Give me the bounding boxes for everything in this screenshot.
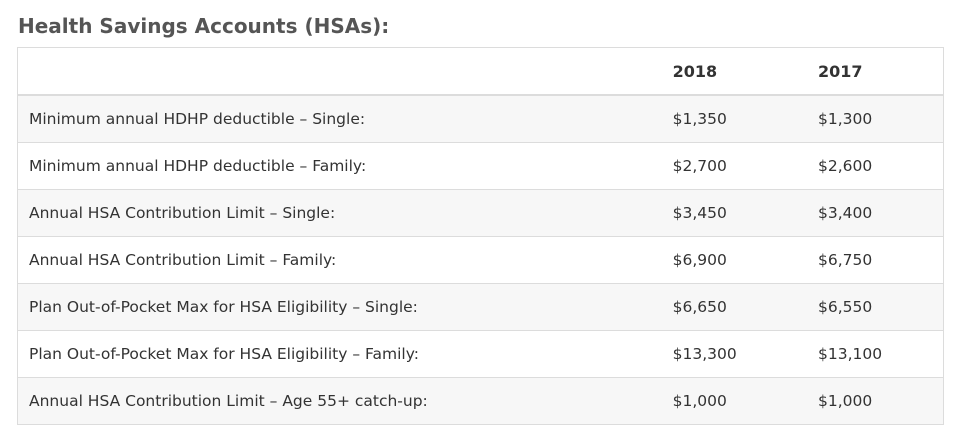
row-label: Annual HSA Contribution Limit – Single: [17,189,662,237]
value-2018: $6,900 [661,236,807,284]
table-row: Annual HSA Contribution Limit – Family: … [17,236,944,284]
table-row: Annual HSA Contribution Limit – Age 55+ … [17,377,944,425]
table-body: Minimum annual HDHP deductible – Single:… [17,94,944,425]
value-2017: $6,750 [806,236,944,284]
table-header: 2018 2017 [17,47,944,96]
value-2017: $2,600 [806,142,944,190]
row-label: Plan Out-of-Pocket Max for HSA Eligibili… [17,330,662,378]
row-label: Minimum annual HDHP deductible – Family: [17,142,662,190]
value-2017: $1,000 [806,377,944,425]
hsa-limits-table: 2018 2017 Minimum annual HDHP deductible… [17,47,944,425]
value-2017: $1,300 [806,94,944,143]
header-cell-label [17,47,662,96]
header-row: 2018 2017 [17,47,944,96]
value-2017: $3,400 [806,189,944,237]
table-row: Annual HSA Contribution Limit – Single: … [17,189,944,237]
value-2018: $2,700 [661,142,807,190]
header-cell-2017: 2017 [806,47,944,96]
table-row: Minimum annual HDHP deductible – Family:… [17,142,944,190]
value-2017: $6,550 [806,283,944,331]
value-2017: $13,100 [806,330,944,378]
row-label: Annual HSA Contribution Limit – Age 55+ … [17,377,662,425]
row-label: Minimum annual HDHP deductible – Single: [17,94,662,143]
value-2018: $13,300 [661,330,807,378]
table-row: Plan Out-of-Pocket Max for HSA Eligibili… [17,330,944,378]
header-cell-2018: 2018 [661,47,807,96]
page-title: Health Savings Accounts (HSAs): [18,14,390,38]
value-2018: $1,000 [661,377,807,425]
value-2018: $6,650 [661,283,807,331]
value-2018: $3,450 [661,189,807,237]
value-2018: $1,350 [661,94,807,143]
row-label: Annual HSA Contribution Limit – Family: [17,236,662,284]
row-label: Plan Out-of-Pocket Max for HSA Eligibili… [17,283,662,331]
table-row: Plan Out-of-Pocket Max for HSA Eligibili… [17,283,944,331]
table-row: Minimum annual HDHP deductible – Single:… [17,94,944,143]
